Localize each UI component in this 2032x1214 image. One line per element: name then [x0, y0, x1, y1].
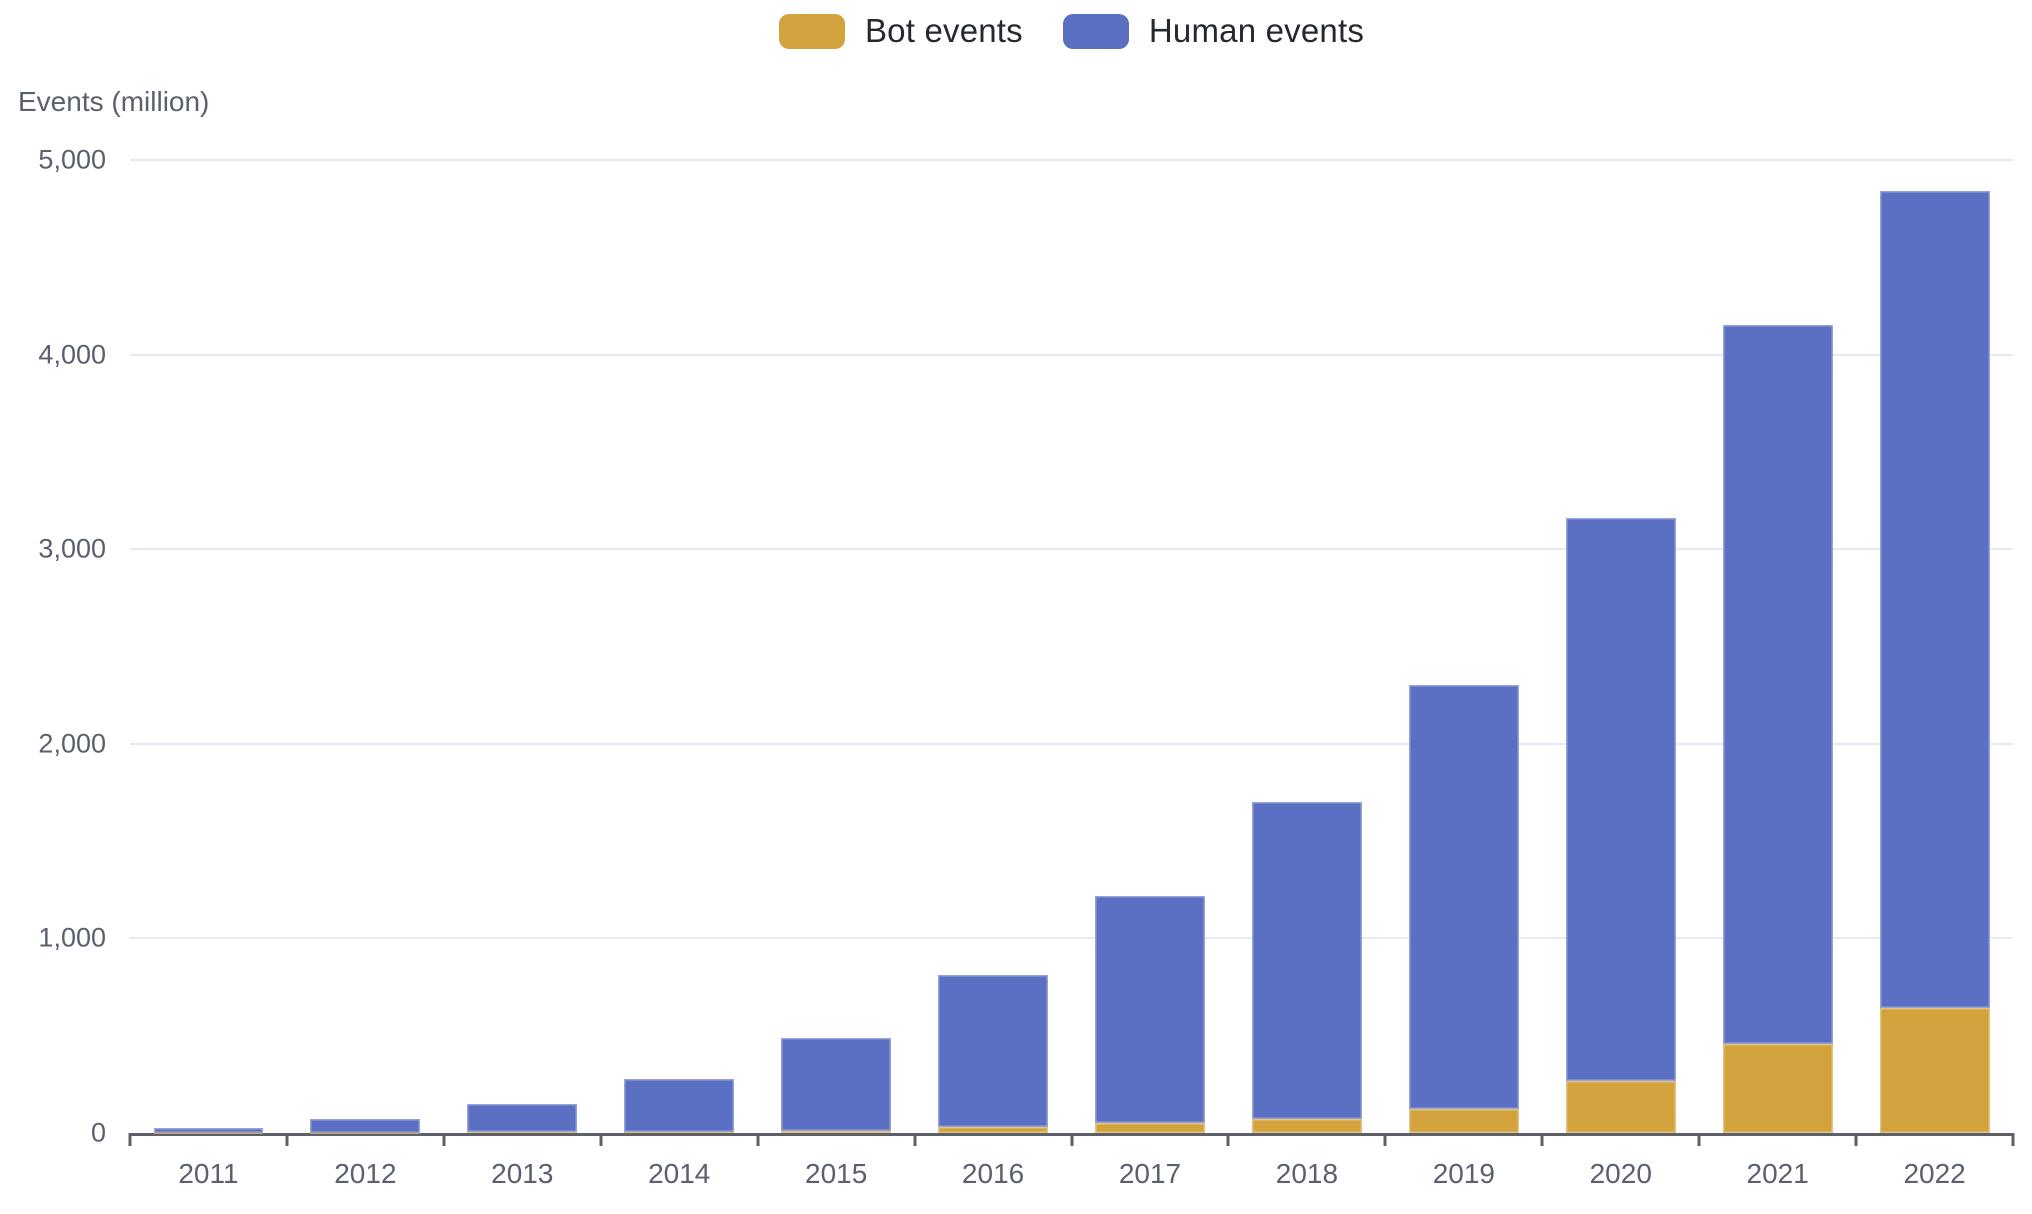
bot-events-swatch-icon [778, 13, 845, 49]
bar-segment-2013-bot-events[interactable] [467, 1132, 578, 1133]
x-label-2013: 2013 [491, 1158, 554, 1189]
bar-segment-2015-bot-events[interactable] [781, 1130, 892, 1133]
x-label-2012: 2012 [334, 1158, 397, 1189]
bar-slot-2016 [915, 160, 1072, 1133]
stacked-bar-2018 [1251, 160, 1362, 1133]
y-axis-title: Events (million) [18, 86, 210, 117]
x-axis-tick [1383, 1133, 1387, 1146]
stacked-bar-2020 [1565, 160, 1676, 1133]
bar-slot-2012 [287, 160, 444, 1133]
bar-segment-2022-bot-events[interactable] [1879, 1007, 1990, 1133]
y-tick-label-3000: 3,000 [38, 533, 106, 564]
bar-segment-2012-human-events[interactable] [310, 1119, 421, 1133]
gridline-3000 [130, 548, 2013, 551]
stacked-bar-2019 [1408, 160, 1519, 1133]
x-axis-tick [599, 1133, 603, 1146]
stacked-bar-2016 [938, 160, 1048, 1133]
x-label-2018: 2018 [1275, 1158, 1339, 1189]
plot-area: 0 1,000 2,000 3,000 4,000 5,000 [38, 145, 2015, 1148]
bar-segment-2021-human-events[interactable] [1722, 325, 1833, 1045]
x-axis-tick [1697, 1133, 1701, 1146]
stacked-bar-2011 [153, 160, 264, 1133]
gridline-2000 [130, 742, 2013, 745]
bar-segment-2020-bot-events[interactable] [1565, 1080, 1676, 1133]
stacked-bar-2022 [1879, 160, 1990, 1133]
human-events-swatch-icon [1062, 13, 1129, 49]
bar-slot-2017 [1072, 160, 1229, 1133]
y-tick-label-0: 0 [90, 1117, 106, 1148]
legend-item-bot-events[interactable]: Bot events [778, 12, 1023, 50]
stacked-bar-2015 [781, 160, 892, 1133]
bars-container [130, 160, 2013, 1133]
bar-segment-2013-human-events[interactable] [467, 1103, 578, 1133]
bar-segment-2014-bot-events[interactable] [624, 1131, 735, 1133]
x-label-2022: 2022 [1903, 1158, 1966, 1189]
x-axis-labels: 2011 2012 2013 2014 2015 2016 2017 2018 2019 2020… [130, 1158, 2013, 1190]
x-axis-tick [2011, 1133, 2015, 1146]
bar-segment-2011-human-events[interactable] [153, 1127, 264, 1133]
legend-label-human-events: Human events [1148, 12, 1365, 49]
bar-segment-2022-human-events[interactable] [1879, 191, 1990, 1008]
stacked-bar-2017 [1095, 160, 1205, 1133]
bar-slot-2013 [444, 160, 601, 1133]
x-label-2016: 2016 [961, 1158, 1025, 1189]
x-label-2021: 2021 [1746, 1158, 1809, 1189]
x-axis-tick [128, 1133, 132, 1146]
gridline-5000 [130, 159, 2013, 161]
gridline-1000 [130, 937, 2013, 940]
bar-slot-2021 [1699, 160, 1856, 1133]
x-label-2014: 2014 [648, 1158, 711, 1189]
bar-segment-2018-human-events[interactable] [1251, 802, 1362, 1119]
x-axis-tick [285, 1133, 289, 1146]
y-tick-label-2000: 2,000 [38, 728, 106, 759]
x-axis-tick [1226, 1133, 1230, 1146]
bar-slot-2014 [601, 160, 758, 1133]
x-label-2015: 2015 [805, 1158, 868, 1189]
legend-item-human-events[interactable]: Human events [1062, 12, 1365, 50]
bar-segment-2020-human-events[interactable] [1565, 518, 1676, 1081]
x-axis-tick [1070, 1133, 1073, 1146]
bar-slot-2020 [1542, 160, 1699, 1133]
stacked-bar-2014 [624, 160, 735, 1133]
bar-segment-2016-human-events[interactable] [938, 975, 1048, 1128]
bar-segment-2014-human-events[interactable] [624, 1078, 735, 1132]
bar-segment-2017-human-events[interactable] [1095, 895, 1205, 1123]
y-tick-label-4000: 4,000 [38, 339, 106, 370]
x-axis-tick [756, 1133, 760, 1146]
x-axis-tick [1854, 1133, 1858, 1146]
stacked-bar-2012 [310, 160, 421, 1133]
x-label-2020: 2020 [1589, 1158, 1652, 1189]
bar-segment-2015-human-events[interactable] [781, 1037, 892, 1131]
legend-label-bot-events: Bot events [864, 12, 1023, 49]
bar-slot-2019 [1385, 160, 1542, 1133]
bar-slot-2022 [1856, 160, 2013, 1133]
x-axis-tick [442, 1133, 446, 1146]
bar-segment-2021-bot-events[interactable] [1722, 1044, 1833, 1133]
stacked-bar-2013 [467, 160, 578, 1133]
x-label-2019: 2019 [1432, 1158, 1495, 1189]
x-axis-tick [913, 1133, 917, 1146]
bar-slot-2011 [130, 160, 287, 1133]
gridline-4000 [130, 353, 2013, 356]
bar-segment-2017-bot-events[interactable] [1095, 1122, 1205, 1133]
bar-segment-2018-bot-events[interactable] [1251, 1118, 1362, 1133]
stacked-bar-2021 [1722, 160, 1833, 1133]
y-tick-label-1000: 1,000 [38, 922, 106, 953]
x-label-2017: 2017 [1118, 1158, 1182, 1189]
bar-slot-2015 [758, 160, 915, 1133]
bar-segment-2016-bot-events[interactable] [938, 1127, 1048, 1133]
x-axis-tick [1540, 1133, 1544, 1146]
x-label-2011: 2011 [178, 1158, 239, 1189]
bar-segment-2019-human-events[interactable] [1408, 685, 1519, 1109]
bar-slot-2018 [1228, 160, 1385, 1133]
y-tick-label-5000: 5,000 [38, 144, 106, 175]
chart-legend: Bot events Human events [130, 12, 2013, 50]
bar-segment-2019-bot-events[interactable] [1408, 1108, 1519, 1133]
